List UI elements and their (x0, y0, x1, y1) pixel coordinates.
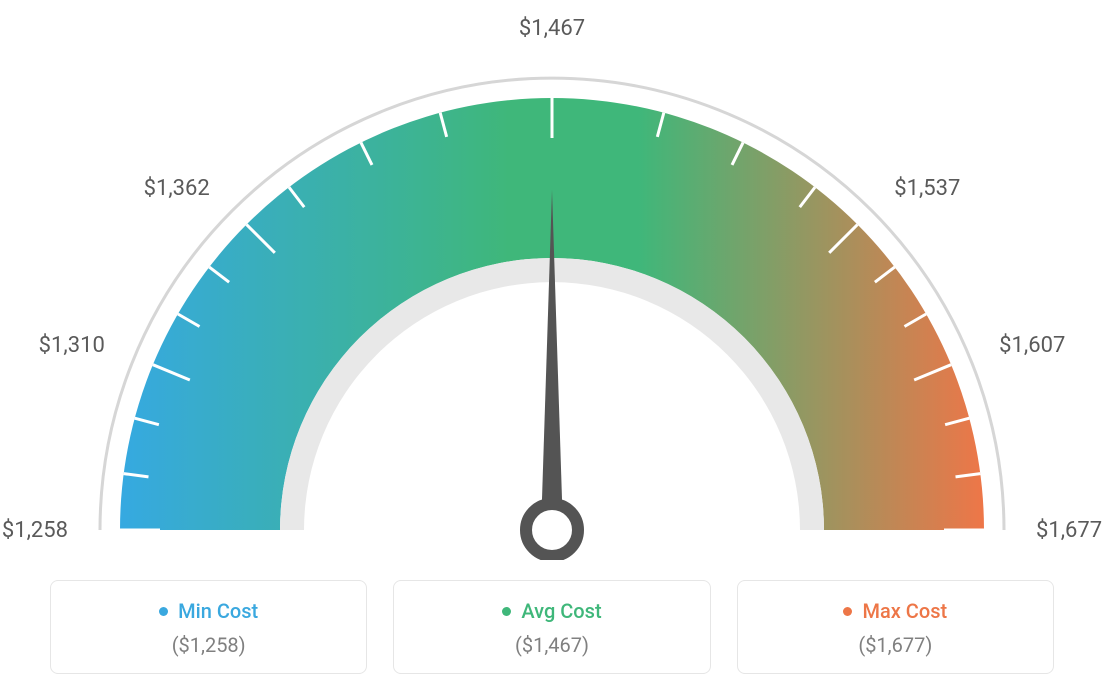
gauge-tick-label: $1,258 (0, 518, 68, 543)
legend-value-min: ($1,258) (61, 633, 356, 657)
legend-title-max: Max Cost (843, 599, 947, 623)
legend-value-avg: ($1,467) (404, 633, 699, 657)
gauge-tick-label: $1,310 (25, 333, 105, 358)
gauge-tick-label: $1,607 (999, 333, 1079, 358)
gauge-tick-label: $1,537 (894, 176, 974, 201)
gauge-tick-label: $1,467 (512, 16, 592, 41)
legend-title-min: Min Cost (159, 599, 258, 623)
gauge-tick-label: $1,677 (1036, 518, 1104, 543)
cost-gauge-chart: { "gauge": { "type": "gauge", "labels": … (0, 0, 1104, 690)
legend-title-avg: Avg Cost (502, 599, 601, 623)
legend-value-max: ($1,677) (748, 633, 1043, 657)
gauge-svg (0, 0, 1104, 560)
legend-card-max: Max Cost ($1,677) (737, 580, 1054, 674)
legend-card-avg: Avg Cost ($1,467) (393, 580, 710, 674)
gauge-area: $1,258 $1,310 $1,362 $1,467 $1,537 $1,607 $1,6… (0, 0, 1104, 560)
legend-row: Min Cost ($1,258) Avg Cost ($1,467) Max … (50, 580, 1054, 674)
legend-card-min: Min Cost ($1,258) (50, 580, 367, 674)
legend-label-avg: Avg Cost (521, 599, 601, 623)
gauge-tick-label: $1,362 (130, 176, 210, 201)
legend-dot-avg (502, 607, 511, 616)
legend-label-max: Max Cost (862, 599, 947, 623)
legend-dot-max (843, 607, 852, 616)
legend-label-min: Min Cost (178, 599, 258, 623)
legend-dot-min (159, 607, 168, 616)
